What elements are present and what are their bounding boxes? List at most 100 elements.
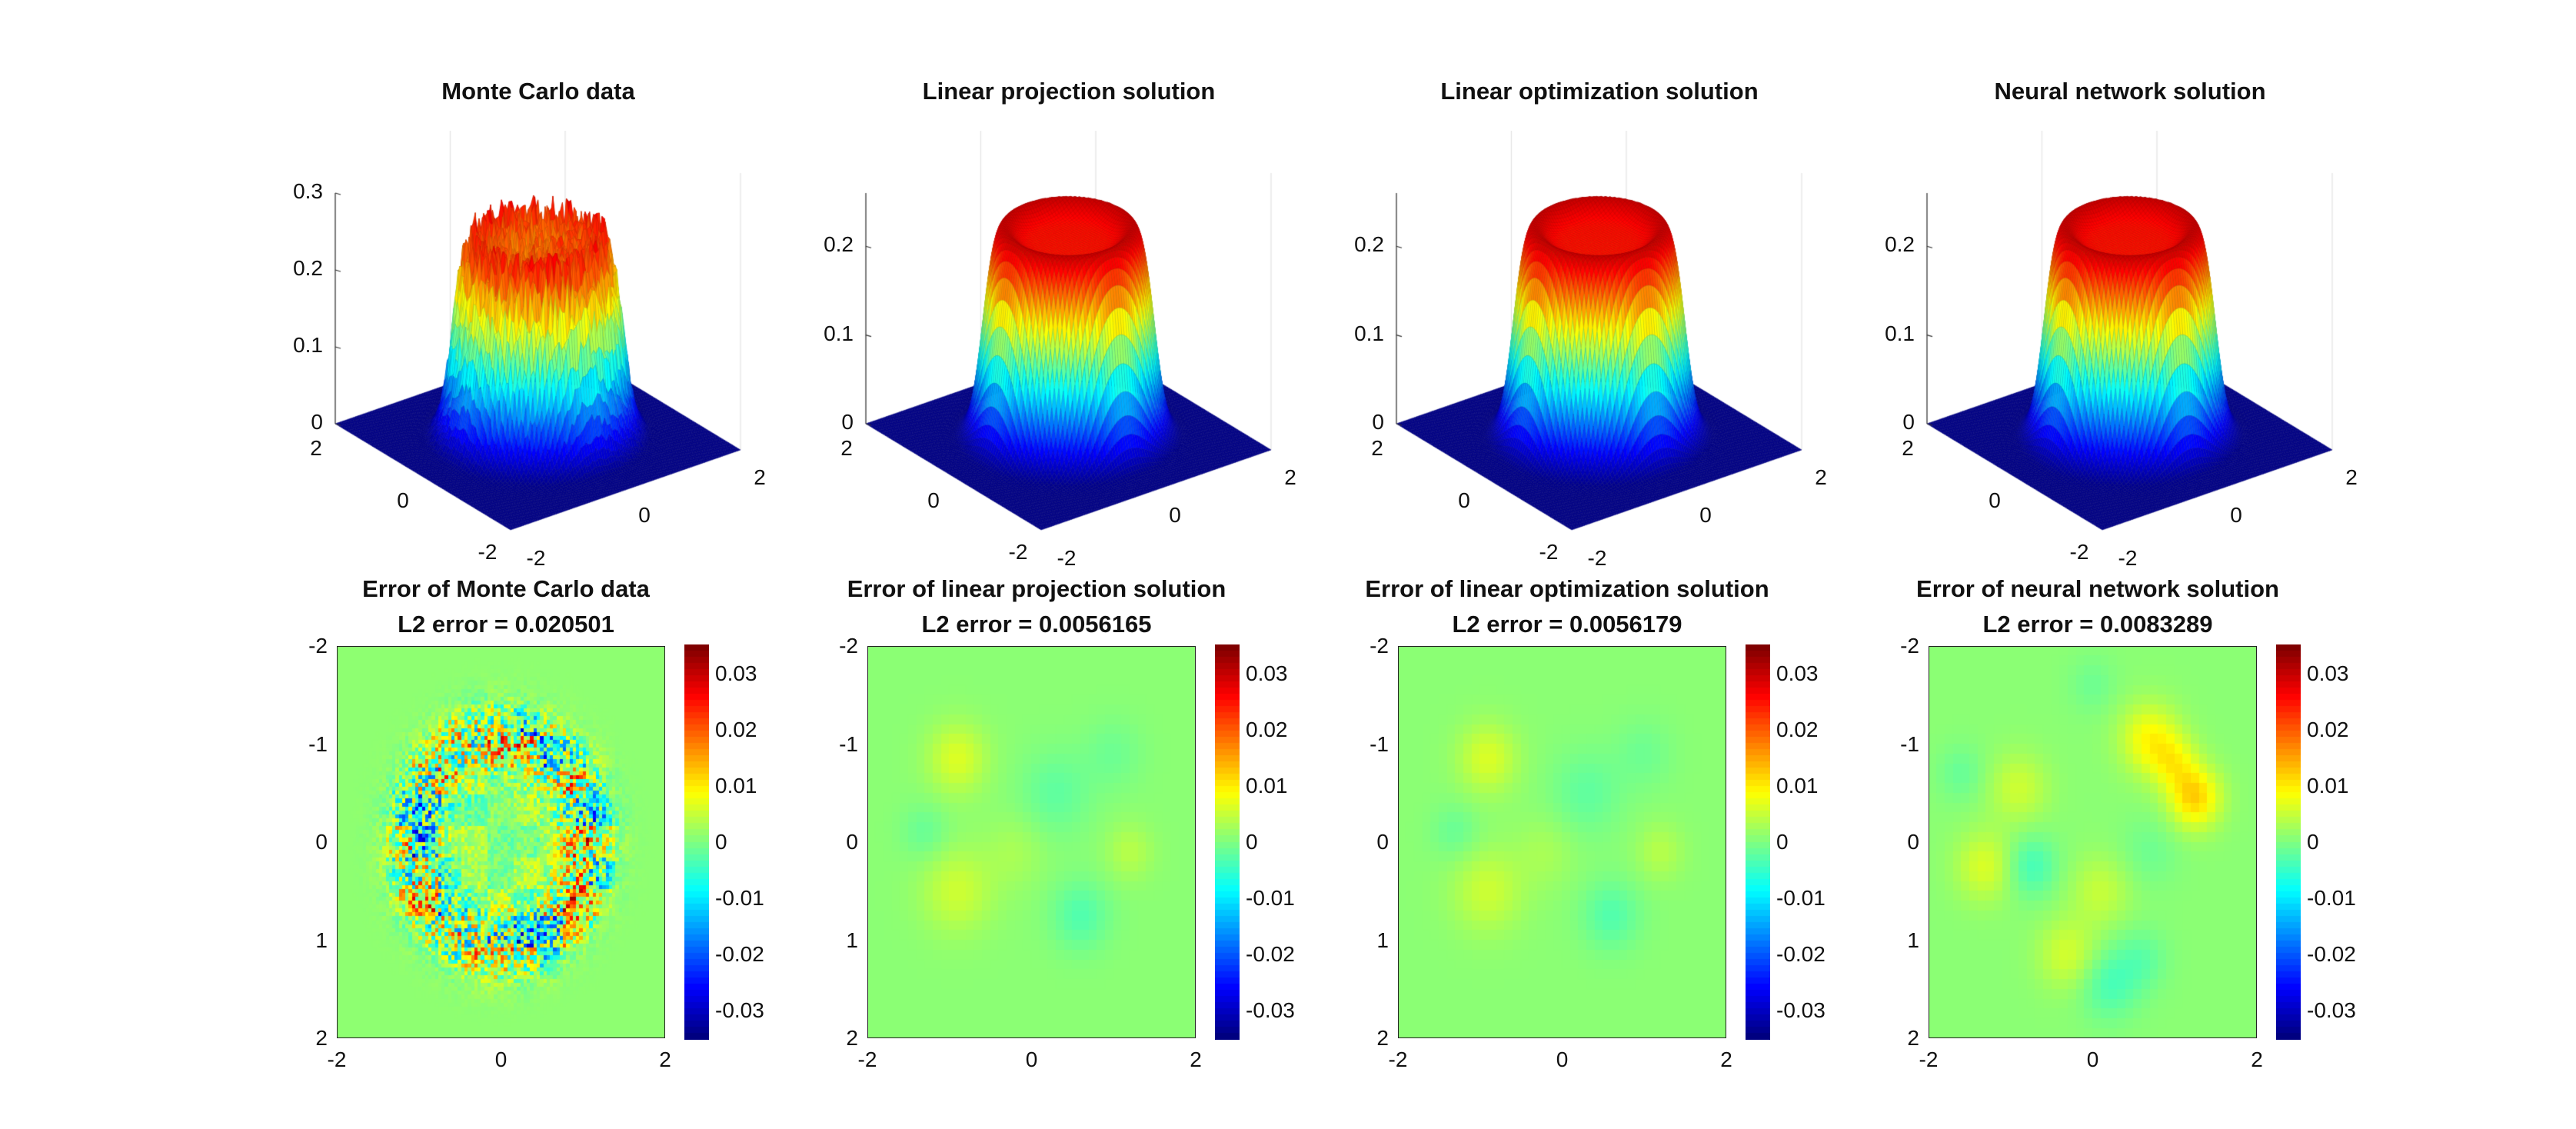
x-tick-label: 0	[1699, 503, 1712, 527]
x-tick-label: -2	[857, 1047, 877, 1071]
colorbar-tick-label: -0.03	[1776, 997, 1825, 1022]
y-tick-label: 1	[846, 928, 858, 952]
surface-plot-canvas	[858, 131, 1289, 546]
y-tick-label: -2	[1539, 540, 1559, 564]
y-tick-label: 0	[1907, 830, 1919, 854]
colorbar-tick-label: 0.01	[715, 774, 757, 798]
heatmap-title: Error of neural network solution	[1916, 575, 2279, 602]
colorbar-tick-label: -0.01	[1776, 885, 1825, 910]
colorbar-tick-label: 0.02	[715, 718, 757, 742]
y-tick-label: 2	[310, 436, 322, 460]
colorbar-tick-label: -0.02	[2307, 941, 2356, 966]
colorbar-tick-label: 0	[1246, 830, 1258, 854]
heatmap-subtitle: L2 error = 0.0056165	[921, 611, 1152, 638]
y-tick-label: 0	[397, 488, 409, 512]
surface-title: Neural network solution	[1994, 78, 2266, 105]
z-tick-label: 0.3	[293, 179, 323, 203]
heatmap-subtitle: L2 error = 0.0083289	[1982, 611, 2213, 638]
colorbar-tick-label: 0.01	[1776, 774, 1819, 798]
x-tick-label: 0	[2086, 1047, 2099, 1071]
colorbar-tick-label: 0.02	[2307, 718, 2349, 742]
x-tick-label: 0	[1025, 1047, 1038, 1071]
y-tick-label: 2	[840, 436, 853, 460]
colorbar-tick-label: 0.03	[715, 661, 757, 686]
colorbar	[1746, 644, 1770, 1040]
heatmap-title: Error of Monte Carlo data	[362, 575, 650, 602]
colorbar-tick-label: -0.02	[1246, 941, 1295, 966]
y-tick-label: -1	[308, 731, 328, 756]
y-tick-label: 0	[846, 830, 858, 854]
y-tick-label: 2	[1371, 436, 1383, 460]
z-tick-label: 0	[841, 410, 854, 434]
x-tick-label: -2	[526, 546, 546, 570]
z-tick-label: 0.1	[293, 333, 323, 357]
colorbar	[684, 644, 709, 1040]
x-tick-label: -2	[1919, 1047, 1939, 1071]
x-tick-label: 0	[2230, 503, 2242, 527]
surface-plot-canvas	[1919, 131, 2350, 546]
colorbar-tick-label: 0.02	[1776, 718, 1819, 742]
y-tick-label: 2	[846, 1026, 858, 1050]
heatmap-canvas	[1398, 646, 1726, 1038]
z-tick-label: 0.2	[1885, 232, 1915, 257]
surface-title: Linear projection solution	[922, 78, 1216, 105]
y-tick-label: 2	[315, 1026, 328, 1050]
heatmap-subtitle: L2 error = 0.0056179	[1452, 611, 1682, 638]
colorbar-tick-label: -0.02	[715, 941, 764, 966]
x-tick-label: 0	[638, 503, 651, 527]
colorbar-tick-label: 0.01	[2307, 774, 2349, 798]
y-tick-label: -2	[839, 634, 858, 658]
heatmap-subtitle: L2 error = 0.020501	[398, 611, 614, 638]
heatmap-canvas	[1929, 646, 2257, 1038]
y-tick-label: 0	[1989, 488, 2001, 512]
y-tick-label: -1	[1900, 731, 1919, 756]
y-tick-label: 1	[1907, 928, 1919, 952]
y-tick-label: -2	[308, 634, 328, 658]
heatmap-title: Error of linear optimization solution	[1365, 575, 1769, 602]
surface-title: Monte Carlo data	[441, 78, 635, 105]
x-tick-label: 0	[1556, 1047, 1569, 1071]
colorbar	[2276, 644, 2301, 1040]
x-tick-label: -2	[1057, 546, 1077, 570]
y-tick-label: -1	[1370, 731, 1389, 756]
x-tick-label: 2	[2251, 1047, 2263, 1071]
x-tick-label: 2	[754, 465, 766, 489]
y-tick-label: 1	[315, 928, 328, 952]
x-tick-label: -2	[1587, 546, 1607, 570]
y-tick-label: -2	[2069, 540, 2089, 564]
z-tick-label: 0	[1902, 410, 1915, 434]
x-tick-label: 2	[1720, 1047, 1732, 1071]
colorbar-tick-label: 0.01	[1246, 774, 1288, 798]
y-tick-label: -2	[1370, 634, 1389, 658]
x-tick-label: -2	[327, 1047, 347, 1071]
y-tick-label: -1	[839, 731, 858, 756]
x-tick-label: 2	[659, 1047, 671, 1071]
colorbar-tick-label: 0.02	[1246, 718, 1288, 742]
colorbar-tick-label: 0.03	[1246, 661, 1288, 686]
colorbar	[1215, 644, 1240, 1040]
x-tick-label: 0	[1169, 503, 1181, 527]
y-tick-label: 1	[1376, 928, 1389, 952]
y-tick-label: -2	[1900, 634, 1919, 658]
heatmap-canvas	[867, 646, 1196, 1038]
surface-title: Linear optimization solution	[1440, 78, 1759, 105]
z-tick-label: 0.1	[1354, 321, 1384, 345]
colorbar-tick-label: -0.01	[1246, 885, 1295, 910]
colorbar-tick-label: -0.01	[2307, 885, 2356, 910]
colorbar-tick-label: 0	[715, 830, 727, 854]
y-tick-label: 2	[1376, 1026, 1389, 1050]
colorbar-tick-label: -0.02	[1776, 941, 1825, 966]
x-tick-label: 2	[1815, 465, 1827, 489]
z-tick-label: 0.1	[1885, 321, 1915, 345]
z-tick-label: 0.2	[293, 256, 323, 280]
colorbar-tick-label: 0.03	[2307, 661, 2349, 686]
z-tick-label: 0.2	[1354, 232, 1384, 257]
y-tick-label: 0	[315, 830, 328, 854]
colorbar-tick-label: -0.01	[715, 885, 764, 910]
x-tick-label: 2	[1190, 1047, 1202, 1071]
x-tick-label: 2	[2345, 465, 2358, 489]
z-tick-label: 0.2	[824, 232, 854, 257]
y-tick-label: 2	[1907, 1026, 1919, 1050]
surface-plot-canvas	[328, 131, 758, 546]
y-tick-label: 0	[927, 488, 940, 512]
